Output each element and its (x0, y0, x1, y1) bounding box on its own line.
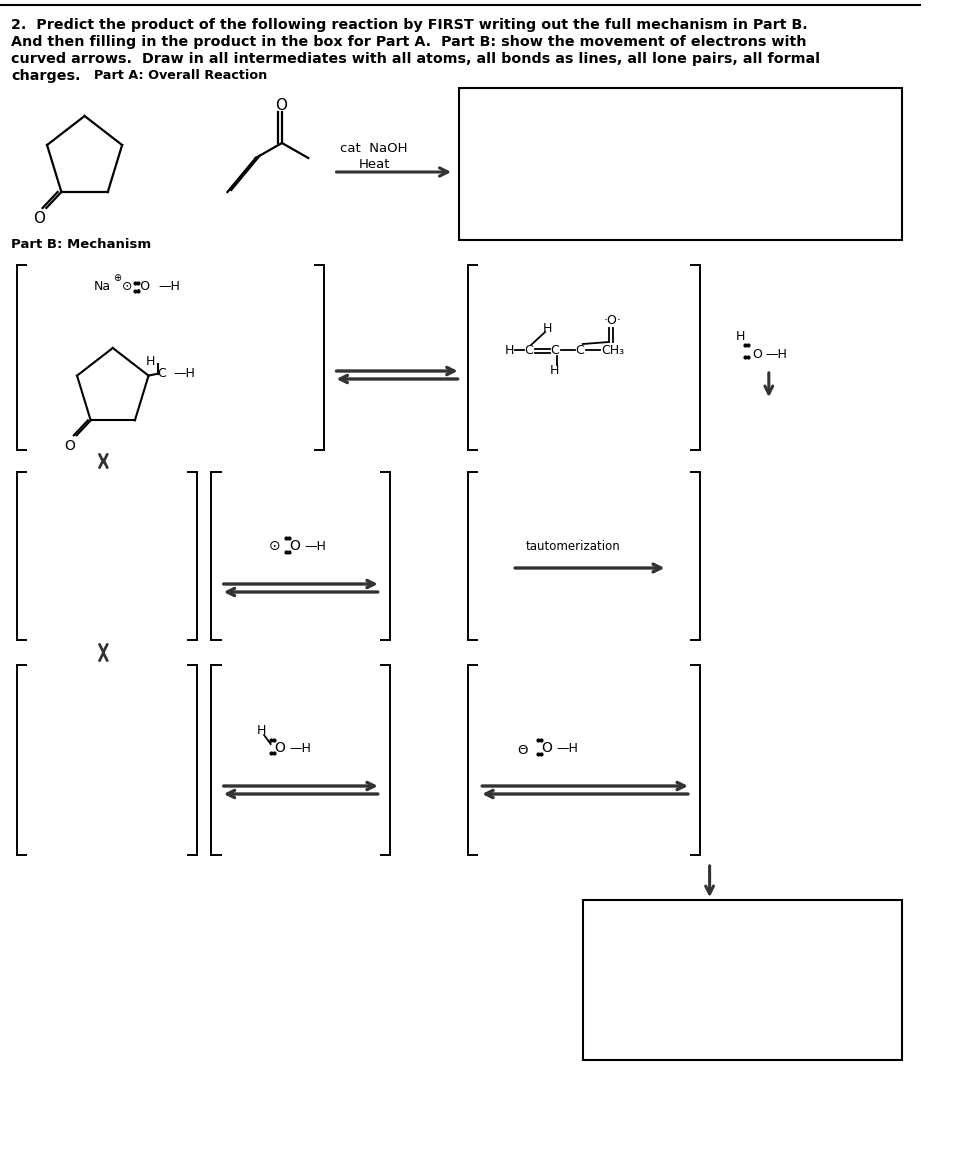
Text: C: C (575, 343, 584, 356)
Text: tautomerization: tautomerization (526, 539, 620, 552)
Text: ⊙: ⊙ (269, 539, 280, 553)
Text: Part B: Mechanism: Part B: Mechanism (12, 238, 151, 251)
Text: H: H (257, 724, 266, 737)
Text: ⊙: ⊙ (122, 281, 132, 293)
Text: H: H (146, 355, 155, 368)
Text: Na: Na (94, 281, 111, 293)
Text: O: O (32, 211, 45, 226)
Text: Θ: Θ (517, 744, 528, 756)
Text: O: O (274, 741, 285, 755)
Text: charges.: charges. (12, 68, 80, 84)
Text: :O: :O (136, 281, 150, 293)
Text: —H: —H (557, 741, 578, 754)
Text: —H: —H (158, 281, 179, 293)
Text: O: O (541, 741, 553, 755)
Text: cat  NaOH: cat NaOH (340, 142, 408, 154)
Text: C: C (524, 343, 532, 356)
Text: —H: —H (305, 539, 326, 552)
Text: CH₃: CH₃ (602, 343, 624, 356)
Text: 2.  Predict the product of the following reaction by FIRST writing out the full : 2. Predict the product of the following … (12, 19, 808, 32)
Text: H: H (550, 363, 560, 377)
Text: O: O (65, 440, 75, 454)
Text: C: C (550, 343, 559, 356)
Text: —H: —H (289, 741, 312, 754)
Text: curved arrows.  Draw in all intermediates with all atoms, all bonds as lines, al: curved arrows. Draw in all intermediates… (12, 52, 820, 66)
Text: And then filling in the product in the box for Part A.  Part B: show the movemen: And then filling in the product in the b… (12, 35, 807, 49)
Bar (583, 900, 903, 1060)
Bar (459, 88, 903, 240)
Text: O: O (289, 539, 300, 553)
Text: C: C (158, 367, 166, 380)
Text: —H: —H (173, 367, 195, 380)
Text: Part A: Overall Reaction: Part A: Overall Reaction (94, 68, 268, 82)
Text: H: H (505, 343, 514, 356)
Text: —H: —H (765, 348, 787, 362)
Text: Heat: Heat (359, 159, 390, 172)
Text: ⊕: ⊕ (113, 273, 121, 283)
Text: ·O·: ·O· (604, 313, 621, 326)
Text: H: H (736, 331, 746, 343)
Text: H: H (542, 321, 552, 334)
Text: O: O (752, 348, 761, 362)
Text: O: O (275, 97, 287, 113)
